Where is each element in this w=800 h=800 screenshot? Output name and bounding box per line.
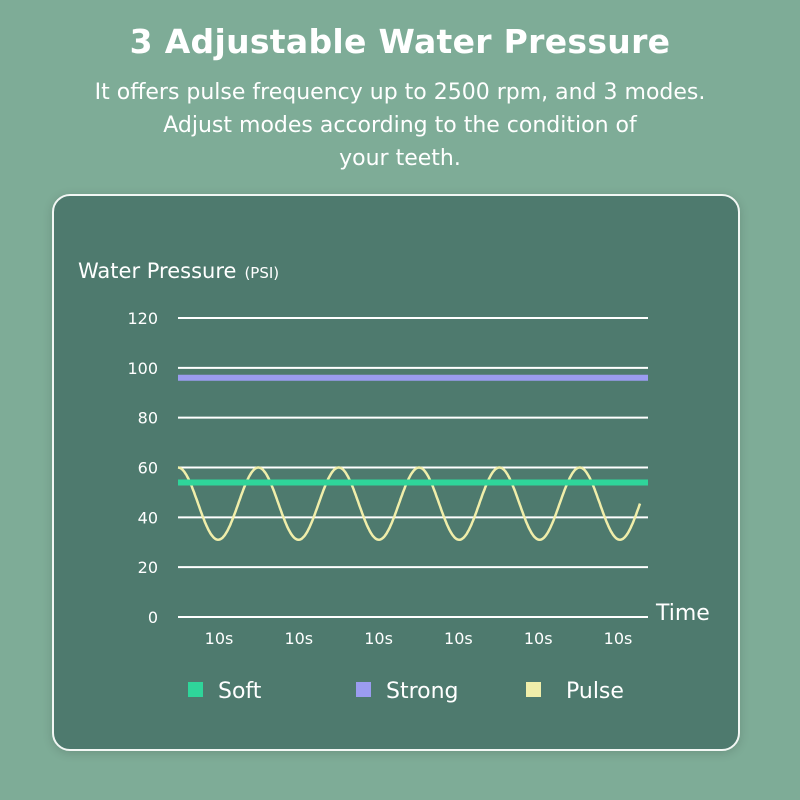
y-tick-label: 100 xyxy=(127,359,158,378)
x-axis-title: Time xyxy=(655,601,710,626)
series-line-pulse xyxy=(177,466,642,542)
y-tick-label: 80 xyxy=(138,409,158,428)
description: It offers pulse frequency up to 2500 rpm… xyxy=(50,76,750,175)
chart-panel: Water Pressure (PSI) 0 20 40 60 80 100 120 Time… xyxy=(52,194,740,751)
legend-swatch-pulse xyxy=(526,682,541,697)
legend-label-pulse: Pulse xyxy=(566,679,624,704)
y-tick-label: 0 xyxy=(148,608,158,627)
x-tick-label: 10s xyxy=(284,629,313,648)
description-line-1: It offers pulse frequency up to 2500 rpm… xyxy=(94,80,706,105)
legend-label-soft: Soft xyxy=(218,679,262,704)
y-tick-label: 120 xyxy=(127,309,158,328)
x-tick-label: 10s xyxy=(444,629,473,648)
description-line-2: Adjust modes according to the condition … xyxy=(163,113,637,138)
headline: 3 Adjustable Water Pressure xyxy=(129,22,671,61)
y-tick-label: 40 xyxy=(138,508,158,527)
x-tick-label: 10s xyxy=(364,629,393,648)
x-tick-label: 10s xyxy=(205,629,234,648)
y-tick-label: 20 xyxy=(138,558,158,577)
legend-swatch-soft xyxy=(188,682,203,697)
x-tick-label: 10s xyxy=(604,629,633,648)
y-tick-label: 60 xyxy=(138,459,158,478)
y-axis-title: Water Pressure (PSI) xyxy=(78,259,279,283)
legend-label-strong: Strong xyxy=(386,679,459,704)
description-line-3: your teeth. xyxy=(339,146,461,171)
legend-swatch-strong xyxy=(356,682,371,697)
y-axis-unit: (PSI) xyxy=(244,264,279,282)
pressure-chart: Water Pressure (PSI) 0 20 40 60 80 100 120 Time… xyxy=(78,259,710,704)
x-tick-label: 10s xyxy=(524,629,553,648)
